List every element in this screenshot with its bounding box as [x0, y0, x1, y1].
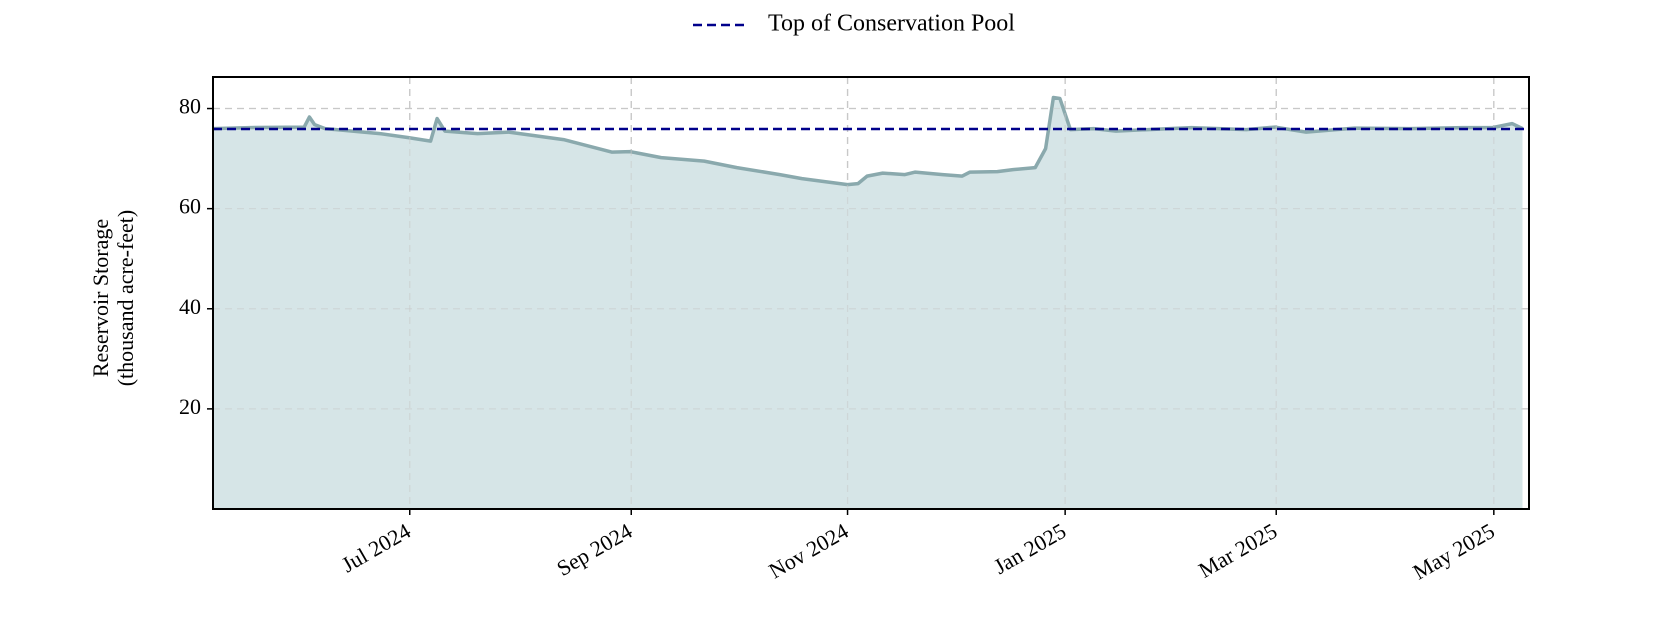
x-tick-label: Mar 2025 [1194, 518, 1281, 583]
y-tick-label: 20 [179, 394, 201, 419]
plot-frame [212, 76, 1530, 510]
x-tick-label: Nov 2024 [764, 518, 852, 583]
x-tick-label: Sep 2024 [552, 518, 636, 581]
legend-label: Top of Conservation Pool [768, 11, 1015, 37]
y-axis-label: (thousand acre-feet) [113, 210, 138, 387]
x-tick-label: May 2025 [1409, 518, 1499, 585]
x-tick-label: Jan 2025 [989, 518, 1070, 579]
area [213, 97, 1523, 509]
y-tick-label: 40 [179, 294, 201, 319]
x-tick-label: Jul 2024 [337, 518, 415, 577]
y-tick-label: 60 [179, 194, 201, 219]
y-axis-label: Reservoir Storage [88, 219, 113, 377]
y-tick-label: 80 [179, 94, 201, 119]
